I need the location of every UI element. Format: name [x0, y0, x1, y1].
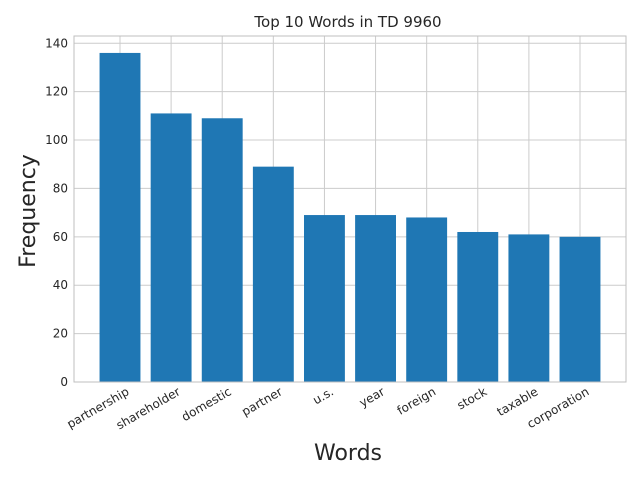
bar-foreign — [406, 217, 448, 382]
y-tick-label: 0 — [60, 375, 68, 389]
y-tick-label: 60 — [53, 230, 68, 244]
plot-frame — [73, 35, 627, 383]
bar-domestic — [201, 118, 243, 382]
y-tick-label: 40 — [53, 278, 68, 292]
x-tick-label: foreign — [395, 384, 439, 417]
y-tick-label: 100 — [45, 133, 68, 147]
x-tick-label: year — [357, 384, 387, 410]
x-tick-label: domestic — [179, 384, 234, 424]
y-axis-label: Frequency — [16, 154, 41, 268]
x-axis-label: Words — [314, 441, 382, 466]
x-tick-label: u.s. — [310, 384, 336, 407]
bars — [99, 52, 601, 382]
bar-taxable — [508, 234, 550, 382]
y-tick-label: 80 — [53, 181, 68, 195]
x-tick-label: partner — [239, 384, 285, 418]
bar-stock — [457, 231, 499, 382]
y-tick-label: 20 — [53, 327, 68, 341]
bar-partner — [252, 166, 294, 382]
x-tick-label: stock — [455, 384, 490, 412]
bar-partnership — [99, 52, 141, 382]
bar-year — [355, 215, 396, 382]
bar-shareholder — [150, 113, 192, 382]
bar-corporation — [559, 236, 601, 382]
bar-u-s — [304, 215, 345, 382]
y-tick-labels: 0 20 40 60 80 100 120 140 — [45, 36, 68, 389]
chart-title: Top 10 Words in TD 9960 — [253, 13, 441, 31]
y-tick-label: 120 — [45, 85, 68, 99]
y-tick-label: 140 — [45, 36, 68, 50]
